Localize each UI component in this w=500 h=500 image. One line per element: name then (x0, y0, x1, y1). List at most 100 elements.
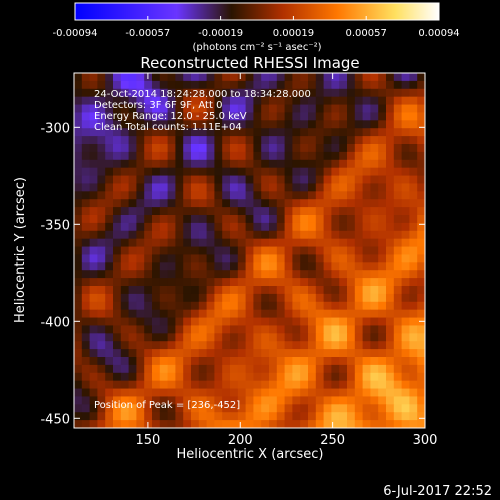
heatmap-cell (198, 372, 207, 382)
heatmap-cell (393, 396, 402, 405)
heatmap-cell (339, 388, 348, 397)
heatmap-cell (362, 254, 371, 263)
heatmap-cell (347, 128, 356, 137)
heatmap-cell (237, 167, 246, 176)
heatmap-cell (89, 136, 98, 145)
heatmap-cell (315, 341, 324, 350)
heatmap-cell (300, 317, 309, 326)
heatmap-cell (354, 388, 363, 397)
heatmap-cell (159, 325, 168, 334)
heatmap-cell (167, 364, 176, 374)
heatmap-cell (81, 278, 90, 287)
heatmap-cell (237, 325, 246, 334)
heatmap-cell (167, 262, 176, 271)
heatmap-cell (409, 404, 418, 413)
heatmap-cell (105, 183, 114, 192)
heatmap-cell (253, 262, 262, 271)
heatmap-cell (253, 309, 262, 318)
heatmap-cell (308, 144, 317, 153)
heatmap-cell (230, 278, 239, 287)
heatmap-cell (409, 357, 418, 366)
heatmap-cell (362, 388, 371, 397)
heatmap-cell (206, 175, 215, 184)
heatmap-cell (354, 262, 363, 271)
heatmap-cell (276, 73, 285, 82)
heatmap-cell (292, 380, 301, 389)
heatmap-cell (370, 286, 379, 295)
heatmap-cell (206, 412, 215, 421)
heatmap-cell (191, 404, 200, 413)
heatmap-cell (159, 357, 168, 366)
heatmap-cell (401, 364, 410, 374)
heatmap-cell (261, 325, 270, 334)
heatmap-cell (284, 144, 293, 153)
heatmap-cell (245, 215, 254, 224)
heatmap-cell (245, 207, 254, 216)
heatmap-cell (292, 191, 301, 200)
heatmap-cell (253, 96, 262, 105)
heatmap-cell (308, 380, 317, 389)
heatmap-cell (331, 349, 340, 358)
heatmap-cell (339, 262, 348, 271)
heatmap-cell (167, 167, 176, 176)
heatmap-cell (409, 254, 418, 263)
heatmap-cell (198, 120, 207, 129)
heatmap-cell (362, 246, 371, 255)
heatmap-cell (323, 120, 332, 129)
heatmap-cell (261, 309, 270, 318)
heatmap-cell (183, 262, 192, 271)
heatmap-cell (308, 120, 317, 129)
heatmap-cell (347, 404, 356, 413)
heatmap-cell (417, 333, 426, 342)
heatmap-cell (417, 388, 426, 397)
heatmap-cell (386, 404, 395, 413)
heatmap-cell (378, 317, 387, 326)
heatmap-cell (417, 230, 426, 240)
heatmap-cell (354, 278, 363, 287)
plot-frame (73, 72, 426, 429)
heatmap-cell (362, 364, 371, 374)
heatmap-cell (386, 333, 395, 342)
heatmap-cell (308, 317, 317, 326)
heatmap-cell (245, 396, 254, 405)
heatmap-cell (198, 230, 207, 240)
heatmap-cell (159, 199, 168, 208)
heatmap-cell (152, 333, 161, 342)
heatmap-cell (159, 128, 168, 137)
heatmap-cell (393, 183, 402, 192)
heatmap-cell (393, 112, 402, 121)
heatmap-cell (323, 349, 332, 358)
heatmap-cell (74, 262, 83, 271)
heatmap-cell (183, 412, 192, 421)
heatmap-cell (144, 112, 153, 121)
heatmap-cell (81, 262, 90, 271)
heatmap-cell (354, 317, 363, 326)
heatmap-cell (362, 404, 371, 413)
heatmap-cell (206, 238, 215, 247)
heatmap-cell (120, 215, 129, 224)
heatmap-cell (120, 262, 129, 271)
heatmap-cell (284, 175, 293, 184)
heatmap-cell (144, 309, 153, 318)
heatmap-cell (237, 420, 246, 429)
heatmap-cell (97, 262, 106, 271)
heatmap-cell (230, 364, 239, 374)
heatmap-cell (253, 175, 262, 184)
heatmap-cell (370, 309, 379, 318)
heatmap-cell (354, 372, 363, 382)
heatmap-cell (331, 230, 340, 240)
heatmap-cell (120, 159, 129, 169)
heatmap-cell (401, 254, 410, 263)
heatmap-cell (128, 136, 137, 145)
heatmap-cell (113, 128, 122, 137)
heatmap-cell (323, 136, 332, 145)
heatmap-cell (315, 270, 324, 279)
heatmap-cell (417, 191, 426, 200)
heatmap-cell (222, 262, 231, 271)
heatmap-cell (230, 207, 239, 216)
heatmap-cell (276, 341, 285, 350)
heatmap-cell (81, 191, 90, 200)
heatmap-cell (198, 404, 207, 413)
heatmap-cell (354, 183, 363, 192)
heatmap-cell (323, 112, 332, 121)
